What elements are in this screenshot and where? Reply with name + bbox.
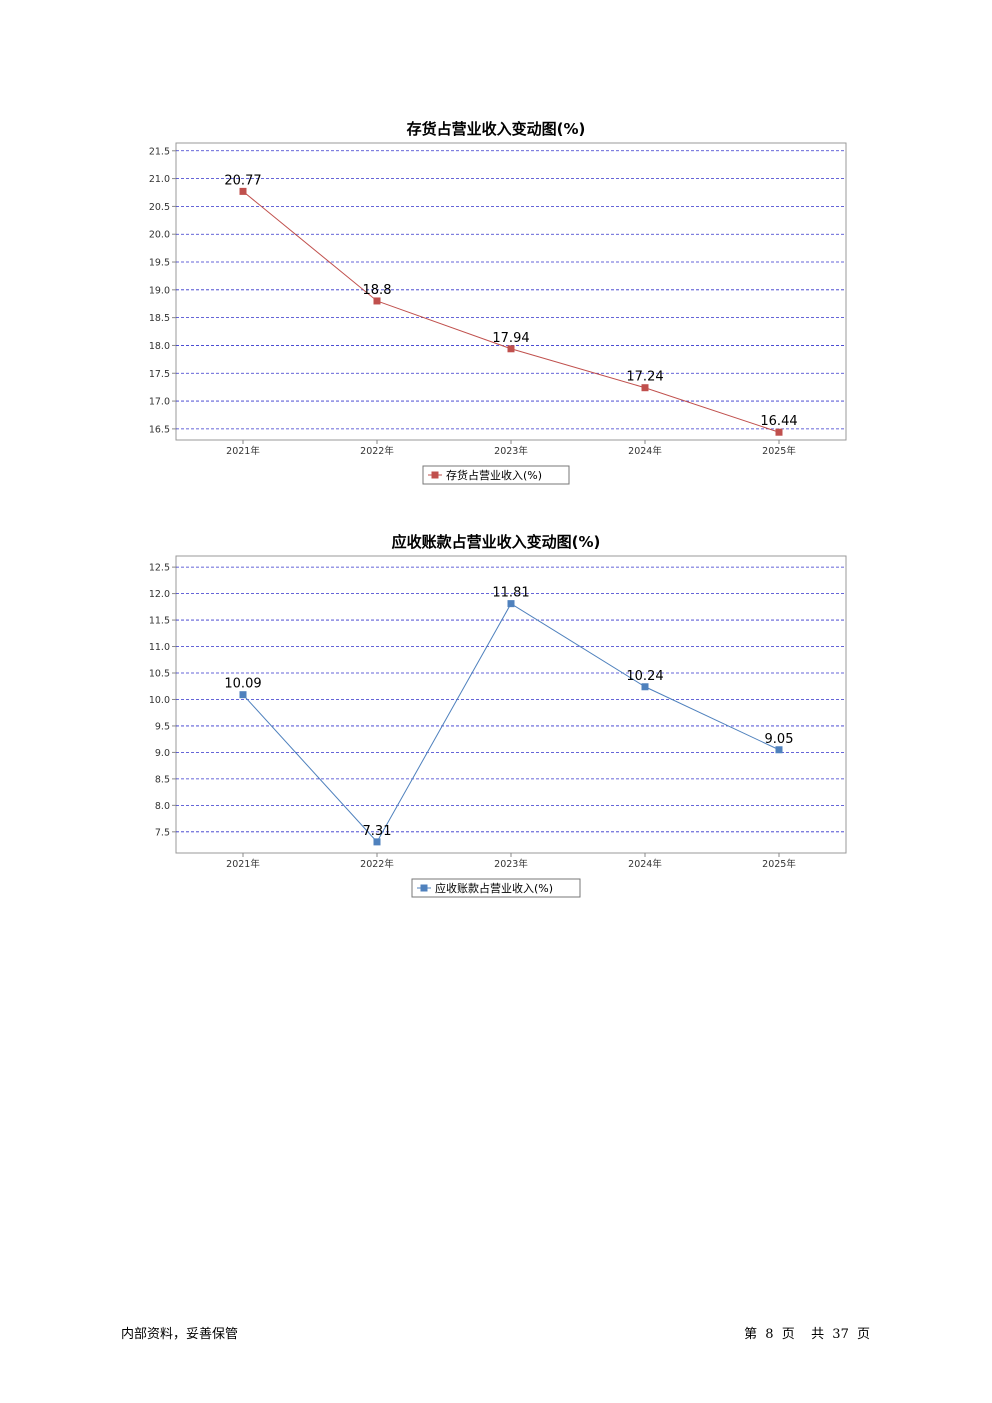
page-footer: 内部资料，妥善保管 第 8 页 共 37 页	[0, 1323, 992, 1347]
y-tick-label: 11.5	[149, 616, 170, 627]
data-point	[373, 297, 381, 305]
y-tick-label: 9.5	[155, 721, 170, 732]
data-point	[641, 683, 649, 691]
y-tick-label: 20.5	[149, 202, 170, 213]
x-tick-label: 2025年	[762, 445, 796, 457]
x-tick-label: 2023年	[494, 445, 528, 457]
data-point	[775, 746, 783, 754]
x-tick-label: 2025年	[762, 858, 796, 870]
y-tick-label: 9.0	[155, 748, 170, 759]
y-tick-label: 18.5	[149, 313, 170, 324]
y-tick-label: 17.5	[149, 369, 170, 380]
legend-marker	[420, 884, 428, 892]
chart-title: 存货占营业收入变动图(%)	[407, 120, 586, 138]
legend: 应收账款占营业收入(%)	[411, 878, 581, 898]
y-tick-label: 10.0	[149, 695, 170, 706]
receivables-revenue-chart: 应收账款占营业收入变动图(%) 12.5 12.0 11.5 11.0 10.5 10.0 9…	[0, 525, 992, 905]
data-label: 10.09	[224, 677, 261, 692]
legend-box	[411, 878, 581, 898]
y-tick-label: 16.5	[149, 424, 170, 435]
y-tick-label: 21.0	[149, 174, 170, 185]
inventory-revenue-chart-svg: 存货占营业收入变动图(%) 21.5 21.0 20.5 20.0 19.5 19.0 18.…	[149, 120, 847, 485]
y-tick-label: 12.0	[149, 589, 170, 600]
x-tick-label: 2021年	[226, 858, 260, 870]
x-tick-label: 2022年	[360, 858, 394, 870]
legend-box	[422, 465, 570, 485]
data-label: 7.31	[363, 824, 392, 839]
data-label: 20.77	[224, 173, 261, 188]
legend-label: 应收账款占营业收入(%)	[435, 881, 553, 895]
plot-area	[175, 142, 847, 441]
legend-label: 存货占营业收入(%)	[446, 468, 542, 482]
y-tick-label: 8.5	[155, 774, 170, 785]
data-label: 17.94	[492, 331, 529, 346]
data-point	[239, 691, 247, 699]
inventory-revenue-chart: 存货占营业收入变动图(%) 21.5 21.0 20.5 20.0 19.5 19.0 18.…	[0, 112, 992, 492]
y-tick-label: 19.0	[149, 285, 170, 296]
page-current: 8	[765, 1327, 774, 1342]
data-label: 10.24	[626, 669, 663, 684]
y-tick-label: 10.5	[149, 669, 170, 680]
total-unit: 页	[856, 1327, 870, 1342]
receivables-revenue-chart-svg: 应收账款占营业收入变动图(%)12.512.011.511.010.510.09…	[149, 533, 847, 898]
x-tick-label: 2022年	[360, 445, 394, 457]
data-label: 17.24	[626, 370, 663, 385]
page-unit: 页	[781, 1327, 795, 1342]
y-tick-label: 12.5	[149, 563, 170, 574]
footer-confidential-note: 内部资料，妥善保管	[121, 1327, 239, 1342]
data-point	[373, 838, 381, 846]
footer-page-number: 第 8 页 共 37 页	[742, 1323, 872, 1342]
data-label: 16.44	[760, 414, 797, 429]
data-label: 9.05	[765, 732, 794, 747]
data-point	[239, 187, 247, 195]
y-tick-label: 8.0	[155, 801, 170, 812]
data-point	[507, 345, 515, 353]
x-tick-label: 2023年	[494, 858, 528, 870]
total-prefix: 共	[811, 1327, 825, 1342]
chart-title: 应收账款占营业收入变动图(%)	[392, 533, 601, 551]
y-tick-label: 11.0	[149, 642, 170, 653]
data-label: 18.8	[363, 283, 392, 298]
page-prefix: 第	[744, 1327, 758, 1342]
y-tick-label: 21.5	[149, 146, 170, 157]
page-total: 37	[832, 1327, 849, 1342]
x-tick-label: 2024年	[628, 858, 662, 870]
data-point	[775, 428, 783, 436]
x-tick-label: 2021年	[226, 445, 260, 457]
y-tick-label: 19.5	[149, 258, 170, 269]
legend: 存货占营业收入(%)	[422, 465, 570, 485]
y-tick-label: 20.0	[149, 230, 170, 241]
y-tick-label: 17.0	[149, 397, 170, 408]
data-point	[641, 384, 649, 392]
x-tick-label: 2024年	[628, 445, 662, 457]
y-tick-label: 18.0	[149, 341, 170, 352]
y-tick-label: 7.5	[155, 827, 170, 838]
legend-marker	[431, 471, 439, 479]
data-point	[507, 600, 515, 608]
data-label: 11.81	[492, 586, 529, 601]
